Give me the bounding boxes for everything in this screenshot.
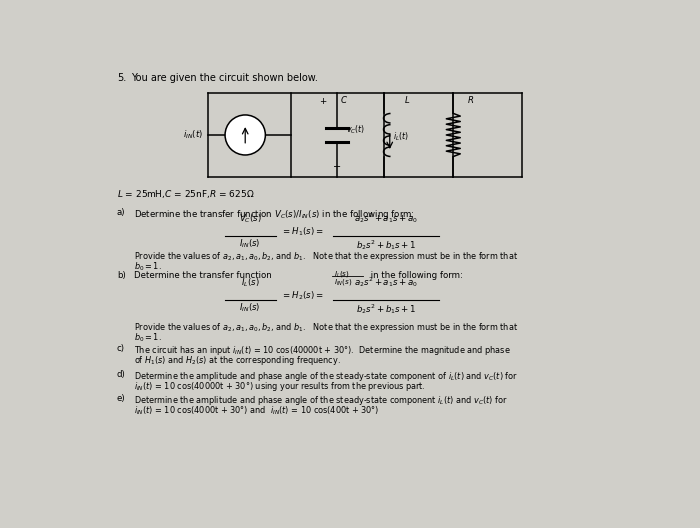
Text: C: C [340,97,346,106]
Text: Determine the amplitude and phase angle of the steady-state component $i_L(t)$ a: Determine the amplitude and phase angle … [134,394,508,408]
Text: $b_2s^2 + b_1s + 1$: $b_2s^2 + b_1s + 1$ [356,301,416,316]
Circle shape [225,115,265,155]
Text: Provide the values of $a_2, a_1, a_0, b_2$, and $b_1$.   Note that the expressio: Provide the values of $a_2, a_1, a_0, b_… [134,250,518,263]
Text: $i_L(t)$: $i_L(t)$ [393,130,409,143]
Text: R: R [468,97,473,106]
Text: Determine the amplitude and phase angle of the steady-state component of $i_L(t): Determine the amplitude and phase angle … [134,370,518,383]
Text: $b_0 = 1.$: $b_0 = 1.$ [134,260,162,273]
Text: $b_0 = 1.$: $b_0 = 1.$ [134,332,162,344]
Text: $I_L(s)$: $I_L(s)$ [334,269,350,279]
Text: You are given the circuit shown below.: You are given the circuit shown below. [131,73,318,82]
Text: in the following form:: in the following form: [368,271,463,280]
Text: d): d) [117,370,126,379]
Text: The circuit has an input $i_{IN}(t)$ = 10 cos(40000t + 30°).  Determine the magn: The circuit has an input $i_{IN}(t)$ = 1… [134,344,511,357]
Text: Determine the transfer function: Determine the transfer function [134,271,274,280]
Text: Provide the values of $a_2, a_1, a_0, b_2$, and $b_1$.   Note that the expressio: Provide the values of $a_2, a_1, a_0, b_… [134,322,518,334]
Text: of $H_1(s)$ and $H_2(s)$ at the corresponding frequency.: of $H_1(s)$ and $H_2(s)$ at the correspo… [134,354,341,367]
Text: +: + [319,97,327,106]
Text: a): a) [117,208,125,217]
Text: Determine the transfer function $V_C(s)/I_{IN}(s)$ in the following form:: Determine the transfer function $V_C(s)/… [134,208,414,221]
Text: $I_{IN}(s)$: $I_{IN}(s)$ [239,301,261,314]
Text: $I_{IN}(s)$: $I_{IN}(s)$ [334,277,352,287]
Text: $a_2s^2 + a_1s + a_0$: $a_2s^2 + a_1s + a_0$ [354,275,418,289]
Text: e): e) [117,394,125,403]
Text: $a_2s^2 + a_1s + a_0$: $a_2s^2 + a_1s + a_0$ [354,211,418,225]
Text: c): c) [117,344,125,353]
Text: $i_{IN}(t)$: $i_{IN}(t)$ [183,129,204,141]
Text: −: − [333,162,341,172]
Text: L: L [405,97,409,106]
Text: $b_2s^2 + b_1s + 1$: $b_2s^2 + b_1s + 1$ [356,238,416,252]
Text: $i_{IN}(t)$ = 10 cos(40000t + 30°) using your results from the previous part.: $i_{IN}(t)$ = 10 cos(40000t + 30°) using… [134,380,426,393]
Text: 5.: 5. [117,73,126,82]
Text: $V_C(s)$: $V_C(s)$ [239,213,262,225]
Text: $= H_1(s) =$: $= H_1(s) =$ [281,225,323,238]
Text: $v_C(t)$: $v_C(t)$ [346,124,365,136]
Text: $L$ = 25mH,$C$ = 25nF,$R$ = 625Ω: $L$ = 25mH,$C$ = 25nF,$R$ = 625Ω [117,188,255,200]
Text: $i_{IN}(t)$ = 10 cos(4000t + 30°) and  $i_{IN}(t)$ = 10 cos(400t + 30°): $i_{IN}(t)$ = 10 cos(4000t + 30°) and $i… [134,404,379,417]
Text: $I_{IN}(s)$: $I_{IN}(s)$ [239,238,261,250]
Text: $I_L(s)$: $I_L(s)$ [241,277,260,289]
Text: $= H_2(s) =$: $= H_2(s) =$ [281,289,323,301]
Text: b): b) [117,271,126,280]
